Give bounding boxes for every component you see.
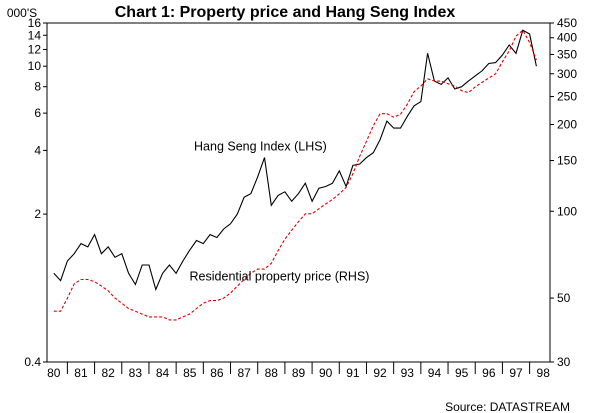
series-hang-seng-line bbox=[53, 29, 537, 292]
x-tick-label: 85 bbox=[183, 366, 197, 380]
x-tick-label: 94 bbox=[428, 366, 442, 380]
x-tick-label: 95 bbox=[455, 366, 469, 380]
x-tick-label: 87 bbox=[237, 366, 251, 380]
right-tick-label: 450 bbox=[557, 16, 577, 30]
x-tick-label: 82 bbox=[101, 366, 115, 380]
x-tick-label: 91 bbox=[346, 366, 360, 380]
x-tick-label: 96 bbox=[482, 366, 496, 380]
left-tick-label: 6 bbox=[34, 106, 41, 120]
x-tick-label: 81 bbox=[74, 366, 88, 380]
left-tick-label: 12 bbox=[28, 42, 42, 56]
x-tick-label: 80 bbox=[47, 366, 61, 380]
right-tick-label: 400 bbox=[557, 31, 577, 45]
right-tick-label: 350 bbox=[557, 47, 577, 61]
right-tick-label: 30 bbox=[557, 355, 571, 369]
series-property-line bbox=[53, 29, 537, 321]
x-axis: 80 81 82 83 84 85 86 87 88 89 90 91 92 93 94 95 96 97 98 bbox=[47, 362, 550, 380]
x-tick-label: 90 bbox=[319, 366, 333, 380]
annotation-property-price: Residential property price (RHS) bbox=[190, 270, 370, 284]
source-note: Source: DATASTREAM bbox=[445, 400, 570, 413]
x-tick-label: 93 bbox=[401, 366, 415, 380]
left-tick-label: 8 bbox=[34, 80, 41, 94]
left-axis-unit: 000'S bbox=[7, 6, 37, 20]
right-tick-label: 100 bbox=[557, 204, 577, 218]
x-tick-label: 98 bbox=[537, 366, 551, 380]
x-tick-label: 88 bbox=[265, 366, 279, 380]
left-tick-label: 16 bbox=[28, 16, 42, 30]
left-tick-label: 0.4 bbox=[24, 355, 41, 369]
plot-frame bbox=[46, 22, 551, 363]
left-tick-label: 4 bbox=[34, 143, 41, 157]
right-tick-label: 50 bbox=[557, 291, 571, 305]
x-tick-label: 92 bbox=[373, 366, 387, 380]
x-tick-label: 89 bbox=[292, 366, 306, 380]
right-tick-label: 250 bbox=[557, 90, 577, 104]
x-tick-label: 84 bbox=[156, 366, 170, 380]
x-tick-label: 97 bbox=[509, 366, 523, 380]
right-tick-label: 300 bbox=[557, 67, 577, 81]
right-tick-label: 200 bbox=[557, 118, 577, 132]
x-tick-label: 86 bbox=[210, 366, 224, 380]
right-tick-label: 150 bbox=[557, 154, 577, 168]
annotation-hang-seng: Hang Seng Index (LHS) bbox=[194, 139, 327, 153]
left-tick-label: 14 bbox=[28, 28, 42, 42]
left-tick-label: 2 bbox=[34, 207, 41, 221]
x-tick-label: 83 bbox=[129, 366, 143, 380]
chart-title: Chart 1: Property price and Hang Seng In… bbox=[115, 4, 456, 21]
left-tick-label: 10 bbox=[28, 59, 42, 73]
